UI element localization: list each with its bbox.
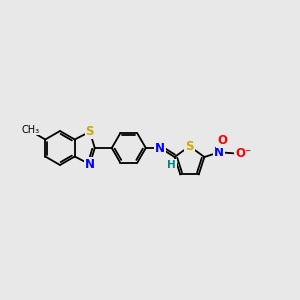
Text: CH₃: CH₃: [22, 125, 40, 135]
Text: N: N: [214, 146, 224, 159]
Text: N: N: [155, 142, 165, 154]
Text: N: N: [85, 158, 95, 171]
Text: +: +: [220, 142, 228, 151]
Text: O: O: [218, 134, 227, 147]
Text: S: S: [85, 125, 94, 138]
Text: O⁻: O⁻: [235, 147, 251, 160]
Text: S: S: [185, 140, 194, 153]
Text: H: H: [167, 160, 176, 170]
